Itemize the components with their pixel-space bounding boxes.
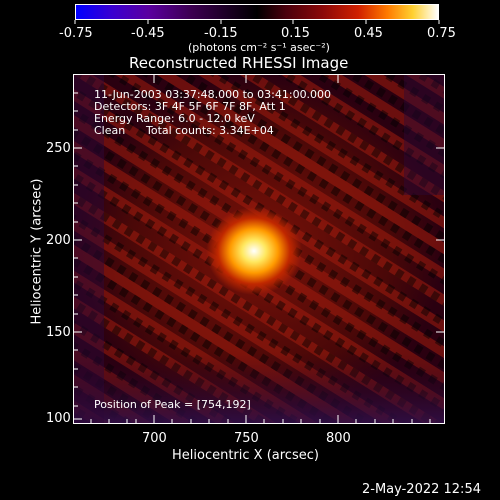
x-tick-label: 800: [326, 431, 351, 446]
info-time: 11-Jun-2003 03:37:48.000 to 03:41:00.000: [94, 88, 332, 101]
info-peak: Position of Peak = [754,192]: [94, 398, 251, 411]
y-tick-label: 100: [46, 411, 71, 426]
page-title: Reconstructed RHESSI Image: [129, 54, 349, 72]
y-tick-label: 200: [46, 233, 71, 248]
y-tick-label: 250: [46, 141, 71, 156]
y-tick-label: 150: [46, 325, 71, 340]
info-detectors: Detectors: 3F 4F 5F 6F 7F 8F, Att 1: [94, 100, 286, 113]
colorbar-tick-label: -0.15: [204, 26, 238, 41]
colorbar-tick-label: -0.45: [131, 26, 165, 41]
info-energy: Energy Range: 6.0 - 12.0 keV: [94, 112, 255, 125]
colorbar-tick-label: 0.15: [281, 26, 310, 41]
rhessi-image: [74, 75, 444, 423]
colorbar-tick-label: 0.45: [354, 26, 383, 41]
x-tick-label: 750: [234, 431, 259, 446]
colorbar: [75, 4, 439, 20]
info-counts: Total counts: 3.34E+04: [146, 124, 274, 137]
x-axis-label: Heliocentric X (arcsec): [172, 448, 319, 463]
colorbar-ticks: [74, 20, 440, 24]
timestamp: 2-May-2022 12:54: [362, 482, 481, 497]
x-tick-label: 700: [142, 431, 167, 446]
colorbar-tick-label: 0.75: [427, 26, 456, 41]
colorbar-tick-label: -0.75: [59, 26, 93, 41]
info-method: Clean: [94, 124, 126, 137]
plot-area: [73, 74, 445, 424]
colorbar-units: (photons cm⁻² s⁻¹ asec⁻²): [188, 41, 330, 54]
y-axis-label: Heliocentric Y (arcsec): [29, 178, 45, 325]
